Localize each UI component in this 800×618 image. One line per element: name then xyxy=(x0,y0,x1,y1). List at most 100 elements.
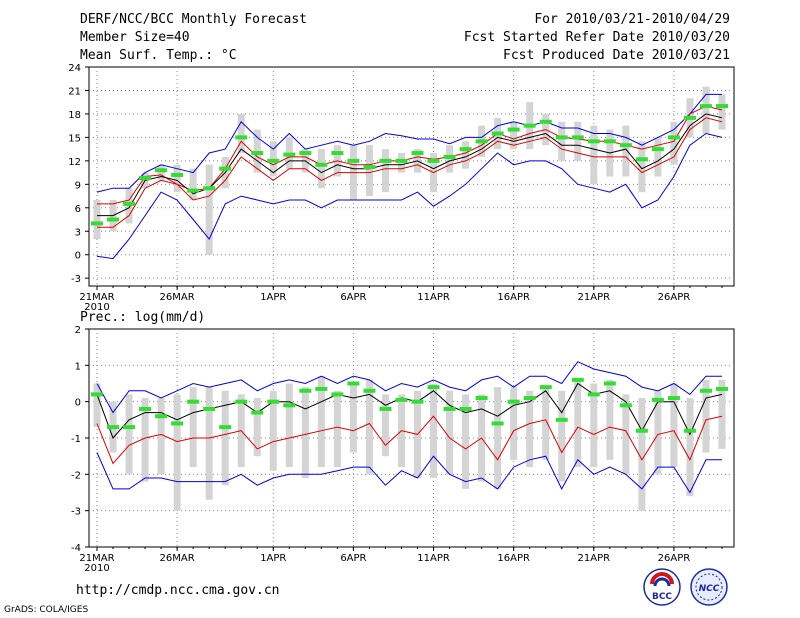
observation-marker xyxy=(555,417,568,422)
chart-frame xyxy=(88,66,735,287)
member-size: Member Size=40 xyxy=(80,30,190,45)
observation-marker xyxy=(299,388,312,393)
observation-marker xyxy=(635,428,648,433)
ensemble-range-bar xyxy=(654,390,662,475)
observation-marker xyxy=(619,403,632,408)
observation-marker xyxy=(603,381,616,386)
refer-date: Fcst Started Refer Date 2010/03/20 xyxy=(463,30,730,45)
observation-marker xyxy=(699,388,712,393)
ensemble-range-bar xyxy=(381,149,389,193)
ensemble-range-bar xyxy=(606,379,614,460)
observation-marker xyxy=(139,406,152,411)
ensemble-range-bar xyxy=(718,379,726,449)
observation-marker xyxy=(251,410,264,415)
ensemble-range-bar xyxy=(141,398,149,482)
ensemble-range-bar xyxy=(462,394,470,489)
observation-marker xyxy=(475,396,488,401)
observation-marker xyxy=(507,127,520,132)
ncc-logo: NCC xyxy=(690,568,728,606)
observation-marker xyxy=(267,158,280,163)
observation-marker xyxy=(283,403,296,408)
observation-marker xyxy=(475,139,488,144)
observation-marker xyxy=(299,151,312,156)
ensemble-range-bar xyxy=(558,121,566,161)
y-tick-label: 1 xyxy=(75,361,81,372)
observation-marker xyxy=(315,386,328,391)
observation-marker xyxy=(587,139,600,144)
observation-marker xyxy=(619,143,632,148)
ensemble-range-bar xyxy=(253,398,261,457)
x-tick-label: 21APR xyxy=(578,553,611,564)
ensemble-range-bar xyxy=(654,137,662,177)
observation-marker xyxy=(491,421,504,426)
observation-marker xyxy=(267,399,280,404)
series-line-mean xyxy=(96,382,723,439)
observation-marker xyxy=(235,135,248,140)
ensemble-range-bar xyxy=(702,86,710,134)
observation-marker xyxy=(331,392,344,397)
x-tick-label: 1APR xyxy=(260,553,286,564)
grads-credit: GrADS: COLA/IGES xyxy=(4,605,89,615)
observation-marker xyxy=(716,386,728,391)
observation-marker xyxy=(523,123,536,128)
ensemble-range-bar xyxy=(173,394,181,511)
observation-marker xyxy=(107,425,120,430)
observation-marker xyxy=(555,135,568,140)
observation-marker xyxy=(587,392,600,397)
ensemble-range-bar xyxy=(349,383,357,453)
x-tick-label: 21MAR xyxy=(79,553,114,564)
ensemble-range-bar xyxy=(333,390,341,468)
x-tick-year: 2010 xyxy=(84,302,109,313)
ensemble-range-bar xyxy=(285,383,293,468)
observation-marker xyxy=(91,221,103,226)
observation-marker xyxy=(411,399,424,404)
ensemble-range-bar xyxy=(510,387,518,460)
observation-marker xyxy=(443,406,456,411)
observation-marker xyxy=(155,168,168,173)
ensemble-range-bar xyxy=(237,113,245,154)
ensemble-range-bar xyxy=(157,164,165,181)
observation-marker xyxy=(667,396,680,401)
observation-marker xyxy=(507,399,520,404)
y-tick-label: 9 xyxy=(75,180,81,191)
observation-marker xyxy=(395,397,408,402)
ensemble-range-bar xyxy=(638,141,646,193)
observation-marker xyxy=(651,147,664,152)
ensemble-range-bar xyxy=(125,394,133,475)
ensemble-range-bar xyxy=(590,383,598,468)
y-tick-label: 0 xyxy=(75,398,81,409)
ensemble-range-bar xyxy=(574,379,582,468)
ensemble-range-bar xyxy=(510,121,518,150)
forecast-period: For 2010/03/21-2010/04/29 xyxy=(534,12,730,27)
variable-label: Mean Surf. Temp.: °C xyxy=(80,48,237,63)
observation-marker xyxy=(187,399,200,404)
observation-marker xyxy=(635,157,648,162)
forecast-title: DERF/NCC/BCC Monthly Forecast xyxy=(80,12,307,27)
ensemble-range-bar xyxy=(670,121,678,165)
series-line-upper xyxy=(97,105,723,205)
ensemble-range-bar xyxy=(301,387,309,478)
observation-marker xyxy=(427,385,440,390)
x-tick-label: 26APR xyxy=(658,553,691,564)
ensemble-range-bar xyxy=(446,390,454,475)
series-line-lower xyxy=(97,117,723,228)
ensemble-range-bar xyxy=(430,383,438,478)
y-tick-label: -2 xyxy=(71,470,81,481)
x-tick-label: 16APR xyxy=(497,553,530,564)
y-tick-label: 0 xyxy=(75,251,81,262)
observation-marker xyxy=(699,104,712,109)
x-tick-label: 21APR xyxy=(578,292,611,303)
y-tick-label: 24 xyxy=(68,63,81,74)
observation-marker xyxy=(443,154,456,159)
precip-chart-title: Prec.: log(mm/d) xyxy=(80,310,206,325)
ensemble-range-bar xyxy=(590,125,598,185)
ensemble-range-bar xyxy=(93,199,101,240)
x-tick-label: 11APR xyxy=(417,553,450,564)
observation-marker xyxy=(683,428,696,433)
observation-marker xyxy=(363,165,376,170)
observation-marker xyxy=(603,139,616,144)
ensemble-range-bar xyxy=(702,379,710,453)
observation-marker xyxy=(459,147,472,152)
ensemble-range-bar xyxy=(205,387,213,500)
x-tick-label: 26MAR xyxy=(160,292,195,303)
